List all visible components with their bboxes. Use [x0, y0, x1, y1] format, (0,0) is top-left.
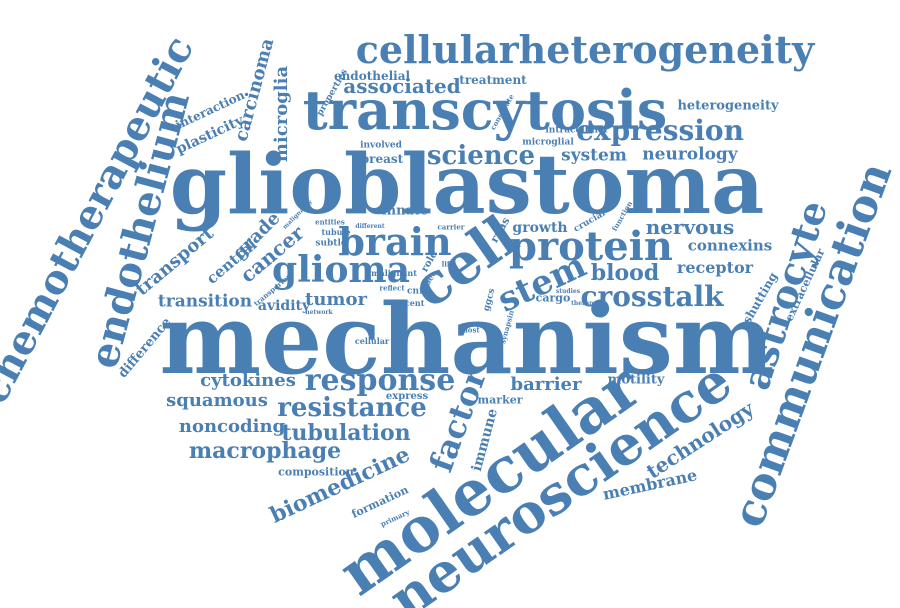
word-squamous: squamous [166, 390, 268, 411]
word-involved: involved [360, 140, 402, 151]
word-most: most [460, 325, 480, 335]
word-crosstalk: crosstalk [580, 280, 724, 313]
word-avidity: avidity [257, 298, 311, 314]
word-nervous: nervous [645, 215, 735, 239]
word-transcytosis: transcytosis [302, 78, 668, 142]
word-glioblastoma: glioblastoma [169, 137, 765, 233]
word-transition: transition [157, 291, 253, 312]
word-endothelial: endothelial [333, 69, 411, 83]
word-associated: associated [343, 74, 461, 98]
word-neurology: neurology [642, 144, 738, 165]
word-studies: studies [555, 288, 581, 295]
word-noncoding: noncoding [178, 416, 286, 437]
word-innate: innate [381, 203, 429, 219]
word-composition: composition [278, 465, 354, 479]
word-marker: marker [477, 393, 523, 407]
word-reflect: reflect [379, 283, 405, 293]
word-intracellular: intracellular [545, 125, 609, 136]
word-heterogeneity: heterogeneity [677, 98, 779, 114]
word-cytokines: cytokines [200, 370, 296, 391]
word-tubulation: tubulation [281, 420, 411, 446]
word-subtle: subtle [315, 238, 347, 249]
word-entities: entities [315, 217, 345, 227]
word-resistance: resistance [277, 393, 427, 423]
word-growth: growth [512, 220, 568, 236]
word-cellularheterogeneity: cellularheterogeneity [355, 27, 815, 72]
word-expression: expression [576, 114, 744, 147]
word-mechanism: mechanism [159, 283, 775, 396]
word-cnf: cnf [407, 286, 423, 297]
word-microglial: microglial [522, 137, 574, 148]
word-blood: blood [590, 260, 660, 286]
word-network: network [305, 309, 333, 316]
word-cellular: cellular [354, 336, 390, 346]
word-recent: recent [395, 298, 425, 308]
word-carrier: carrier [437, 222, 465, 232]
word-malignant: malignant [371, 268, 417, 278]
word-connexins: connexins [687, 236, 773, 255]
word-microglia: microglia [271, 65, 292, 163]
word-tubule: tubule [321, 227, 351, 237]
word-tumor: tumor [305, 289, 367, 310]
word-different: different [355, 223, 385, 230]
word-response: response [304, 363, 456, 398]
word-brain: brain [338, 219, 452, 264]
word-barrier: barrier [510, 374, 582, 395]
word-science: science [426, 141, 536, 171]
word-treatment: treatment [459, 73, 527, 87]
word-receptor: receptor [676, 258, 754, 277]
word-macrophage: macrophage [188, 438, 342, 464]
word-glioma: glioma [272, 249, 410, 291]
word-system: system [561, 145, 627, 166]
word-breast: breast [360, 152, 404, 166]
word-cargo: cargo [535, 291, 571, 305]
word-therapy: therapy [571, 300, 597, 307]
word-protein: protein [509, 223, 673, 270]
word-life: life [441, 259, 455, 269]
word-motility: motility [607, 372, 665, 388]
word-express: express [385, 391, 429, 402]
